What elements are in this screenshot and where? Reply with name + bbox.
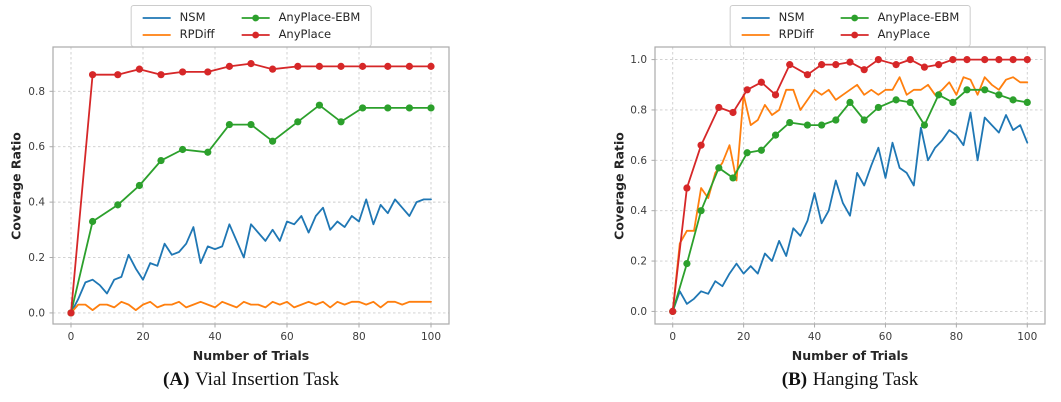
legend-item-nsm: NSM	[741, 10, 814, 25]
line-dot-swatch-icon	[840, 14, 869, 21]
legend-item-nsm: NSM	[142, 10, 215, 25]
x-tick-label: 80	[950, 331, 963, 343]
series-markers-anyplace-ebm	[669, 86, 1031, 316]
tick-labels: 0 20 40 60 80 100 0.0 0.2 0.4 0.6 0.8 1.0	[630, 54, 1037, 343]
caption-a: (A) Vial Insertion Task	[53, 369, 449, 391]
legend-item-anyplace-ebm: AnyPlace-EBM	[840, 10, 960, 25]
x-axis-label-b: Number of Trials	[791, 348, 909, 363]
caption-a-prefix: (A)	[163, 369, 190, 390]
x-tick-label: 0	[68, 331, 75, 343]
x-tick-label: 60	[879, 331, 892, 343]
legend-label: AnyPlace	[278, 27, 332, 41]
legend-label: AnyPlace	[877, 27, 931, 41]
x-tick-label: 0	[669, 331, 676, 343]
series-line-anyplace	[671, 58, 1029, 313]
x-tick-label: 40	[808, 331, 821, 343]
legend-b: NSM RPDiff AnyPlace-EBM AnyPlace	[729, 5, 971, 47]
legend-label: NSM	[778, 10, 805, 24]
x-tick-label: 20	[737, 331, 750, 343]
plot-spines	[52, 46, 450, 325]
caption-b: (B) Hanging Task	[655, 369, 1045, 391]
legend-item-anyplace-ebm: AnyPlace-EBM	[241, 10, 361, 25]
series-line-rpdiff	[671, 76, 1029, 313]
legend-label: RPDiff	[179, 27, 215, 41]
y-tick-label: 1.0	[630, 54, 647, 66]
x-tick-label: 40	[208, 331, 221, 343]
line-dot-swatch-icon	[840, 31, 869, 38]
y-tick-label: 0.4	[630, 205, 647, 217]
y-tick-label: 0.6	[630, 155, 647, 167]
line-dot-swatch-icon	[241, 31, 270, 38]
y-tick-label: 0.6	[28, 141, 45, 153]
legend-label: AnyPlace-EBM	[278, 10, 361, 24]
series-line-anyplace	[70, 62, 432, 314]
y-tick-label: 0.4	[28, 197, 45, 209]
y-tick-label: 0.8	[28, 86, 45, 98]
series-markers-anyplace	[67, 60, 435, 317]
y-axis-label-b: Coverage Ratio	[611, 131, 627, 240]
series-line-nsm	[70, 198, 432, 314]
chart-svg-b: 0 20 40 60 80 100 0.0 0.2 0.4 0.6 0.8 1.0	[630, 46, 1046, 343]
tick-labels: 0 20 40 60 80 100 0.0 0.2 0.4 0.6 0.8	[28, 86, 441, 343]
y-tick-label: 0.0	[630, 306, 647, 318]
series-markers-anyplace	[669, 55, 1031, 316]
legend-item-rpdiff: RPDiff	[741, 27, 814, 42]
line-swatch-icon	[741, 16, 770, 19]
legend-item-anyplace: AnyPlace	[241, 27, 361, 42]
caption-b-text: Hanging Task	[812, 369, 919, 390]
x-tick-label: 60	[280, 331, 293, 343]
x-tick-label: 80	[352, 331, 365, 343]
x-tick-label: 100	[421, 331, 441, 343]
caption-b-prefix: (B)	[781, 369, 808, 390]
line-swatch-icon	[142, 33, 171, 36]
line-dot-swatch-icon	[241, 14, 270, 21]
y-tick-label: 0.0	[28, 307, 45, 319]
y-tick-label: 0.2	[630, 256, 647, 268]
plot-spines	[654, 46, 1046, 325]
panel-vial-insertion: 0 20 40 60 80 100 0.0 0.2 0.4 0.6 0.8 NSM RPDiff Any…	[0, 0, 530, 402]
y-axis-label-a: Coverage Ratio	[8, 131, 24, 240]
legend-label: RPDiff	[778, 27, 814, 41]
legend-item-rpdiff: RPDiff	[142, 27, 215, 42]
series-line-nsm	[671, 111, 1029, 313]
x-axis-label-a: Number of Trials	[192, 348, 310, 363]
legend-label: NSM	[179, 10, 206, 24]
legend-a: NSM RPDiff AnyPlace-EBM AnyPlace	[130, 5, 372, 47]
line-swatch-icon	[741, 33, 770, 36]
caption-a-text: Vial Insertion Task	[195, 369, 339, 390]
tick-marks	[49, 90, 432, 328]
x-tick-label: 20	[136, 331, 149, 343]
legend-item-anyplace: AnyPlace	[840, 27, 960, 42]
legend-label: AnyPlace-EBM	[877, 10, 960, 24]
y-tick-label: 0.2	[28, 252, 45, 264]
tick-marks	[651, 59, 1028, 328]
series-line-anyplace-ebm	[70, 104, 432, 314]
panel-hanging: 0 20 40 60 80 100 0.0 0.2 0.4 0.6 0.8 1.0 NSM RPDiff…	[530, 0, 1061, 402]
x-tick-label: 100	[1017, 331, 1037, 343]
line-swatch-icon	[142, 16, 171, 19]
chart-svg-a: 0 20 40 60 80 100 0.0 0.2 0.4 0.6 0.8	[28, 46, 450, 343]
series-line-rpdiff	[70, 300, 432, 314]
y-tick-label: 0.8	[630, 104, 647, 116]
series-line-anyplace-ebm	[671, 88, 1029, 313]
